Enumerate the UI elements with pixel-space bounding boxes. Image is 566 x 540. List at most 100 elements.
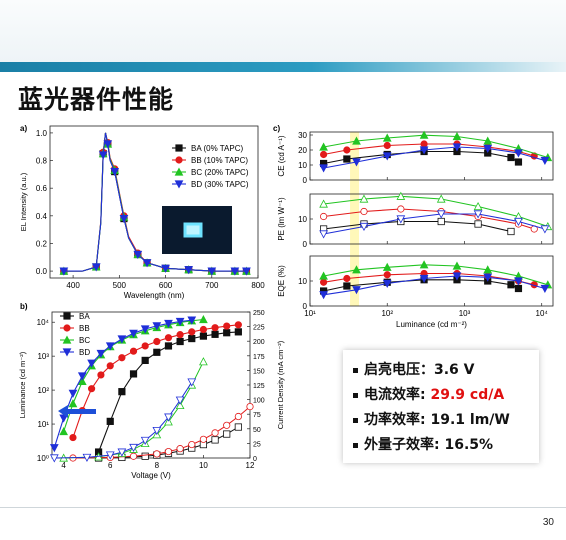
x-tick-label: 6 <box>108 461 113 470</box>
data-point <box>110 167 120 177</box>
data-point <box>153 348 161 356</box>
y-tick-label: 0 <box>303 302 308 311</box>
data-point <box>119 214 129 224</box>
data-point <box>129 370 138 378</box>
data-point <box>175 396 185 405</box>
data-point <box>319 142 328 151</box>
data-point <box>474 220 482 228</box>
y-tick-label: 1.0 <box>36 129 48 138</box>
data-point <box>49 454 59 463</box>
x-tick-label: 10¹ <box>304 309 316 318</box>
data-point <box>437 217 445 226</box>
data-point <box>419 260 429 269</box>
data-point <box>483 136 493 145</box>
data-point <box>175 144 183 152</box>
data-point <box>507 153 515 162</box>
data-point <box>187 316 197 325</box>
x-tick-label: 10³ <box>459 309 471 318</box>
data-point <box>184 266 194 275</box>
data-point <box>152 426 162 436</box>
summary-value: 16.5% <box>444 437 494 453</box>
data-point <box>106 362 114 370</box>
data-point <box>211 436 219 444</box>
bullet-icon <box>353 367 358 373</box>
y-tick-label: 0 <box>303 176 308 185</box>
page-number: 30 <box>542 517 554 528</box>
series-line <box>72 324 239 438</box>
data-point <box>514 158 523 166</box>
y-axis-label: EQE (%) <box>277 265 286 297</box>
summary-item: 功率效率: 19.1 lm/W <box>353 408 539 433</box>
legend-label: BD (30% TAPC) <box>191 180 249 189</box>
y-tick-label: 10⁴ <box>37 318 50 327</box>
data-point <box>88 385 96 393</box>
y2-tick-label: 250 <box>253 310 265 317</box>
data-point <box>234 412 242 421</box>
data-point <box>343 155 351 163</box>
panel-label: b) <box>20 302 28 311</box>
y-tick-label: 10³ <box>37 352 49 361</box>
data-point <box>211 330 219 338</box>
data-point <box>420 140 428 148</box>
data-point <box>164 447 173 456</box>
data-point <box>77 376 87 386</box>
data-point <box>540 284 550 294</box>
arrow-left-icon <box>58 405 96 418</box>
summary-value: 19.1 lm/W <box>430 412 510 428</box>
data-point <box>319 164 328 173</box>
data-point <box>174 180 184 189</box>
data-point <box>68 399 78 408</box>
data-point <box>514 277 523 286</box>
data-point <box>105 342 115 351</box>
data-point <box>360 207 368 216</box>
y-tick-label: 10 <box>298 277 307 286</box>
data-point <box>436 210 446 219</box>
panel-label: c) <box>273 124 280 133</box>
data-point <box>176 331 184 339</box>
data-point <box>118 354 126 362</box>
y2-tick-label: 150 <box>253 368 265 375</box>
data-point <box>382 152 392 161</box>
data-point <box>117 335 127 344</box>
highlight-band <box>350 132 360 306</box>
data-point <box>452 272 462 281</box>
data-point <box>68 389 78 398</box>
data-point <box>96 349 106 359</box>
data-point <box>153 337 161 346</box>
data-point <box>452 143 462 152</box>
y-tick-label: 10² <box>37 386 49 395</box>
data-point <box>514 149 523 158</box>
x-tick-label: 400 <box>66 281 80 290</box>
panel-label: a) <box>20 124 27 133</box>
data-point <box>91 263 101 272</box>
data-point <box>234 328 242 336</box>
title-accent-bar <box>0 62 566 72</box>
y2-tick-label: 75 <box>253 412 261 419</box>
y-axis-label: CE (cd A⁻¹) <box>277 135 286 176</box>
x-tick-label: 8 <box>155 461 160 470</box>
data-point <box>59 267 69 276</box>
data-point <box>176 445 184 453</box>
device-emission <box>183 222 203 238</box>
y2-tick-label: 0 <box>253 456 257 463</box>
y2-tick-label: 50 <box>253 427 261 434</box>
data-point <box>117 448 127 457</box>
data-point <box>141 342 149 350</box>
data-point <box>62 348 72 357</box>
bullet-icon <box>353 417 358 423</box>
data-point <box>140 325 150 334</box>
summary-value: 29.9 cd/A <box>430 387 505 403</box>
series-line <box>323 134 548 159</box>
summary-item: 外量子效率: 16.5% <box>353 433 539 458</box>
series-line <box>323 150 519 165</box>
data-point <box>199 357 208 366</box>
data-point <box>174 167 184 176</box>
data-point <box>320 212 328 221</box>
x-tick-label: 10 <box>199 461 208 470</box>
data-point <box>77 372 87 381</box>
data-point <box>103 140 113 149</box>
y-tick-label: 0.8 <box>36 157 48 166</box>
data-point <box>382 279 392 289</box>
data-point <box>483 273 493 282</box>
data-point <box>320 278 328 286</box>
